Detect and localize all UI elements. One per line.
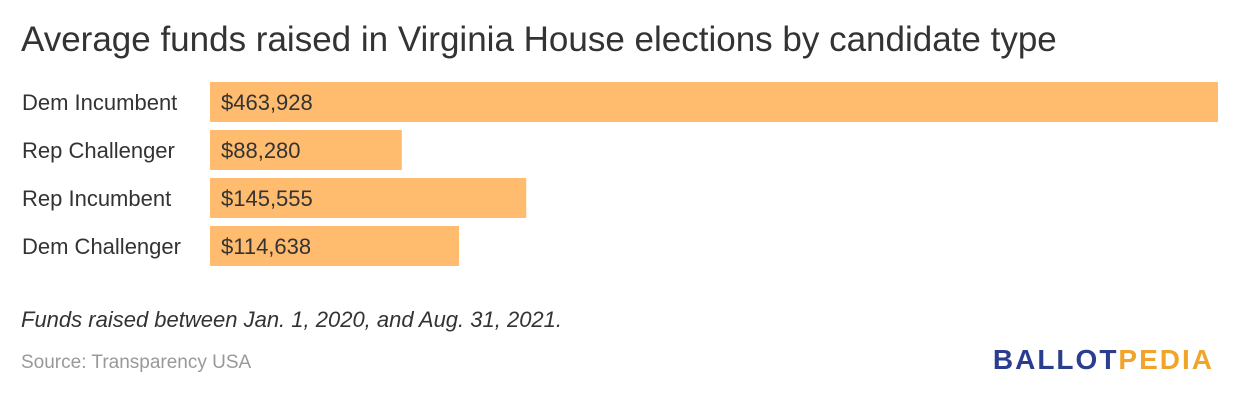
category-label: Dem Challenger: [22, 234, 181, 259]
value-label: $88,280: [221, 138, 301, 163]
chart-title: Average funds raised in Virginia House e…: [21, 20, 1057, 59]
bar: [210, 130, 402, 170]
value-label: $145,555: [221, 186, 313, 211]
value-label: $114,638: [221, 234, 311, 259]
bar: [210, 178, 527, 218]
source-text: Source: Transparency USA: [21, 352, 252, 373]
value-label: $463,928: [221, 90, 313, 115]
bar-chart: Dem Incumbent $463,928 Rep Challenger $88,2…: [22, 82, 1218, 266]
logo-part-ballot: BALLOT: [992, 344, 1119, 375]
ballotpedia-logo: BALLOTPEDIA: [993, 344, 1214, 376]
category-label: Rep Challenger: [22, 138, 175, 163]
logo-part-pedia: PEDIA: [1118, 344, 1214, 375]
category-label: Dem Incumbent: [22, 90, 177, 115]
bar: [210, 82, 1218, 122]
chart-note: Funds raised between Jan. 1, 2020, and A…: [21, 307, 563, 332]
category-label: Rep Incumbent: [22, 186, 171, 211]
bar: [210, 226, 460, 266]
